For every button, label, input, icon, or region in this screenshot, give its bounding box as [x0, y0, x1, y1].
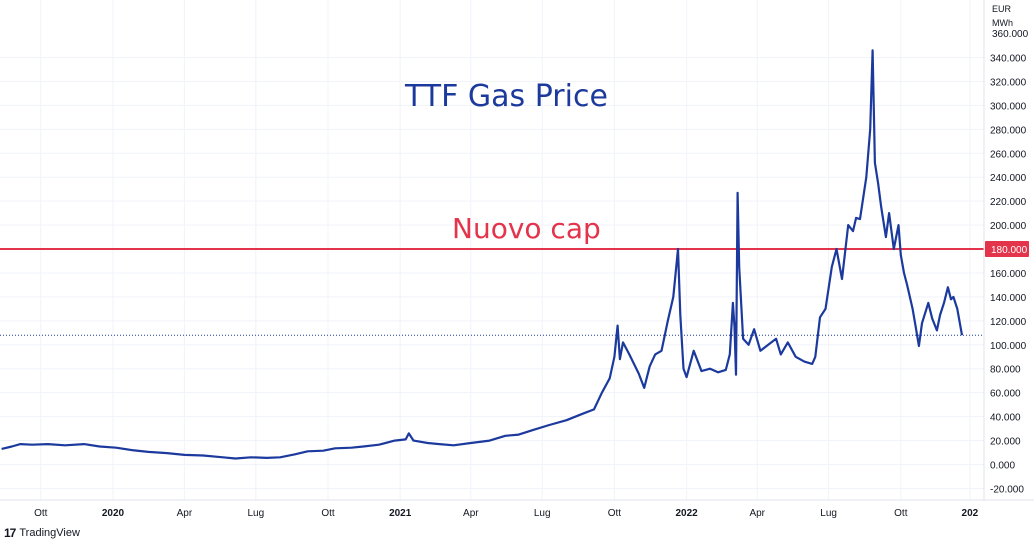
y-axis-ticks: -20.000 0.000 20.000 40.000 60.000 80.000 100.…: [990, 54, 1027, 496]
x-tick-label: 2021: [389, 508, 412, 519]
x-tick-label: Ott: [34, 508, 48, 519]
y-tick-label: 40.000: [990, 413, 1021, 424]
x-tick-label: Apr: [177, 508, 193, 519]
x-tick-label: Ott: [608, 508, 622, 519]
cap-label: Nuovo cap: [452, 212, 601, 245]
y-tick-label: 120.000: [990, 317, 1027, 328]
x-tick-label: Lug: [247, 508, 264, 519]
x-tick-label: Apr: [749, 508, 765, 519]
y-tick-label: 60.000: [990, 389, 1021, 400]
footer: 17 TradingView: [4, 526, 80, 540]
unit-bottom: MWh: [992, 18, 1013, 28]
unit-top: EUR: [992, 4, 1012, 14]
y-tick-label: 0.000: [990, 461, 1015, 472]
x-tick-label: Ott: [321, 508, 335, 519]
tradingview-logo-icon: 17: [4, 526, 16, 540]
x-tick-label: Apr: [463, 508, 479, 519]
y-tick-label: -20.000: [990, 484, 1024, 495]
y-tick-label: 320.000: [990, 77, 1027, 88]
y-tick-label: 240.000: [990, 173, 1027, 184]
x-tick-label: 202: [962, 508, 979, 519]
cap-badge-label: 180.000: [991, 245, 1028, 256]
x-tick-label: 2022: [675, 508, 698, 519]
x-tick-label: Lug: [820, 508, 837, 519]
x-tick-label: 2020: [102, 508, 125, 519]
x-axis-ticks: Ott 2020 Apr Lug Ott 2021 Apr Lug Ott 2022 Apr Lug O…: [34, 508, 979, 519]
y-tick-label: 280.000: [990, 125, 1027, 136]
x-tick-label: Lug: [534, 508, 551, 519]
y-tick-label: 300.000: [990, 101, 1027, 112]
cap-badge: 180.000: [985, 241, 1029, 258]
x-tick-label: Ott: [894, 508, 908, 519]
brand-label: TradingView: [19, 527, 80, 539]
chart-title: TTF Gas Price: [404, 79, 608, 114]
price-series-line: [1, 49, 964, 460]
top-cut-tick: 360.000: [992, 29, 1029, 40]
y-tick-label: 160.000: [990, 269, 1027, 280]
y-tick-label: 340.000: [990, 54, 1027, 65]
y-tick-label: 220.000: [990, 197, 1027, 208]
y-tick-label: 200.000: [990, 221, 1027, 232]
y-tick-label: 100.000: [990, 341, 1027, 352]
y-tick-label: 80.000: [990, 365, 1021, 376]
y-tick-label: 20.000: [990, 437, 1021, 448]
y-tick-label: 260.000: [990, 149, 1027, 160]
y-tick-label: 140.000: [990, 293, 1027, 304]
